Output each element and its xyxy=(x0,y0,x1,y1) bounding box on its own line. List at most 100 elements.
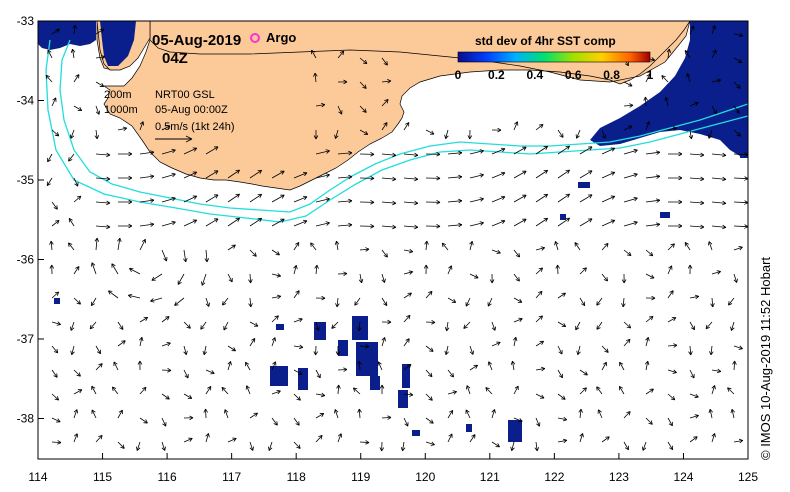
current-arrow xyxy=(623,339,631,347)
current-arrow-head xyxy=(541,368,546,372)
current-arrow xyxy=(227,345,236,352)
current-arrow-head xyxy=(56,205,58,210)
current-arrow-head xyxy=(161,447,166,451)
current-arrow-head xyxy=(91,409,96,413)
current-arrow xyxy=(491,196,506,203)
current-arrow-head xyxy=(358,327,362,332)
current-arrow-head xyxy=(538,290,543,294)
current-arrow xyxy=(596,321,603,330)
current-arrow-head xyxy=(678,199,683,203)
current-arrow-head xyxy=(738,84,741,89)
current-arrow xyxy=(689,321,695,330)
current-arrow-head xyxy=(425,264,429,269)
current-arrow-head xyxy=(574,242,579,245)
current-arrow-head xyxy=(678,201,683,205)
current-arrow-head xyxy=(202,350,205,355)
current-arrow xyxy=(667,317,677,323)
current-arrow xyxy=(249,441,254,451)
current-arrow xyxy=(95,435,103,443)
x-tick-label: 124 xyxy=(673,470,693,484)
current-arrow-head xyxy=(714,385,716,390)
current-arrow xyxy=(73,25,76,35)
current-arrow-head xyxy=(453,391,457,395)
current-arrow-head xyxy=(629,103,634,106)
current-arrow xyxy=(642,441,647,451)
current-arrow xyxy=(623,441,629,450)
current-arrow-head xyxy=(510,446,513,451)
current-arrow xyxy=(315,150,330,155)
current-arrow xyxy=(95,81,104,87)
current-arrow-head xyxy=(338,384,341,389)
current-arrow-head xyxy=(370,178,375,181)
current-arrow-head xyxy=(458,150,463,154)
current-arrow xyxy=(705,321,713,330)
current-arrow-head xyxy=(205,303,210,307)
current-arrow-head xyxy=(744,202,748,205)
current-arrow-head xyxy=(381,447,385,452)
current-arrow-head xyxy=(678,225,683,229)
current-arrow-head xyxy=(582,433,584,438)
current-arrow-head xyxy=(91,385,96,389)
current-arrow-head xyxy=(670,398,675,401)
current-arrow-head xyxy=(446,327,450,332)
current-arrow xyxy=(689,25,695,35)
colorbar-tick-label: 0.4 xyxy=(526,68,543,82)
legend-1000m: 1000m xyxy=(104,104,138,116)
current-arrow-head xyxy=(79,106,83,111)
current-arrow-head xyxy=(406,314,411,318)
current-arrow xyxy=(271,273,281,277)
current-arrow-head xyxy=(684,242,689,245)
current-arrow xyxy=(469,345,474,355)
current-arrow-head xyxy=(554,241,556,246)
current-arrow-head xyxy=(144,387,147,392)
current-arrow-head xyxy=(106,224,111,228)
current-arrow-head xyxy=(145,419,148,424)
current-arrow-head xyxy=(515,255,520,258)
current-arrow-head xyxy=(479,173,484,176)
current-arrow-head xyxy=(381,384,385,389)
current-arrow xyxy=(711,201,726,204)
current-arrow-head xyxy=(651,388,654,393)
current-arrow-head xyxy=(695,415,699,419)
current-arrow-head xyxy=(56,291,60,296)
current-arrow-head xyxy=(237,217,240,222)
current-arrows xyxy=(45,24,748,452)
current-arrow-head xyxy=(384,99,389,102)
current-arrow-head xyxy=(259,170,263,174)
current-arrow xyxy=(249,338,256,347)
current-arrow xyxy=(89,321,97,330)
current-arrow xyxy=(465,409,471,419)
current-arrow-head xyxy=(629,104,634,108)
imos-credit: © IMOS 10-Aug-2019 11:52 Hobart xyxy=(758,256,773,460)
current-arrow xyxy=(293,265,297,275)
current-arrow-head xyxy=(326,198,330,202)
current-arrow xyxy=(51,28,60,35)
current-arrow-head xyxy=(479,149,484,152)
current-arrow-head xyxy=(342,50,345,56)
current-arrow xyxy=(622,297,625,307)
current-arrow-head xyxy=(188,324,191,329)
current-arrow-head xyxy=(325,173,330,176)
current-arrow-head xyxy=(362,110,367,113)
current-arrow-head xyxy=(540,246,545,249)
current-arrow-head xyxy=(739,58,743,63)
current-arrow-head xyxy=(716,78,721,81)
current-arrow-head xyxy=(497,127,502,131)
current-arrow xyxy=(596,297,603,306)
current-arrow-head xyxy=(716,371,722,374)
current-arrow-head xyxy=(567,217,570,222)
current-arrow-head xyxy=(578,408,582,413)
current-arrow-head xyxy=(465,409,470,413)
current-arrow-head xyxy=(255,322,259,327)
current-arrow-head xyxy=(54,291,59,294)
current-arrow-head xyxy=(51,264,55,269)
current-arrow-head xyxy=(511,447,515,451)
current-arrow-head xyxy=(384,337,386,342)
current-arrow xyxy=(315,174,330,179)
current-arrow-head xyxy=(348,150,353,154)
current-arrow-head xyxy=(167,395,170,400)
current-arrow xyxy=(136,441,141,451)
current-arrow xyxy=(645,361,649,371)
current-arrow-head xyxy=(404,423,409,427)
current-arrow xyxy=(535,417,540,427)
